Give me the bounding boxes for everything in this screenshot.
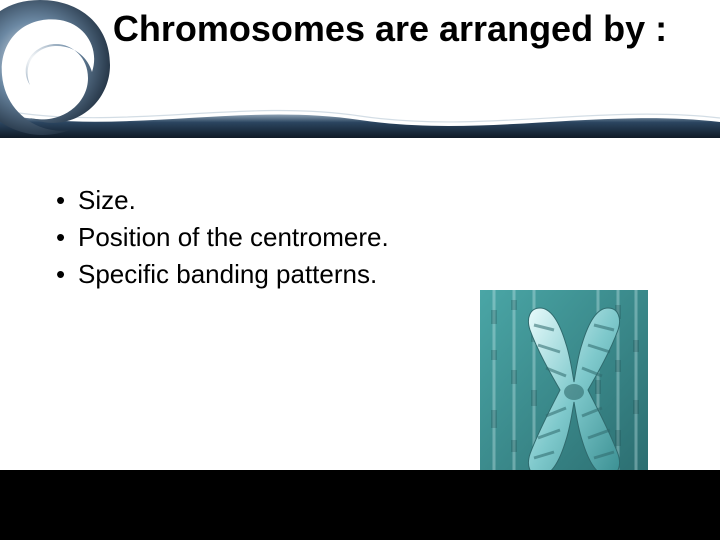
footer (0, 470, 720, 540)
bullet-item: Specific banding patterns. (50, 259, 680, 290)
bullet-item: Position of the centromere. (50, 222, 680, 253)
slide-title: Chromosomes are arranged by : (80, 8, 700, 49)
bullet-item: Size. (50, 185, 680, 216)
bullet-list: Size. Position of the centromere. Specif… (50, 185, 680, 290)
content-area: Size. Position of the centromere. Specif… (50, 185, 680, 296)
header: Chromosomes are arranged by : (0, 0, 720, 135)
chromosome-image (480, 290, 648, 492)
